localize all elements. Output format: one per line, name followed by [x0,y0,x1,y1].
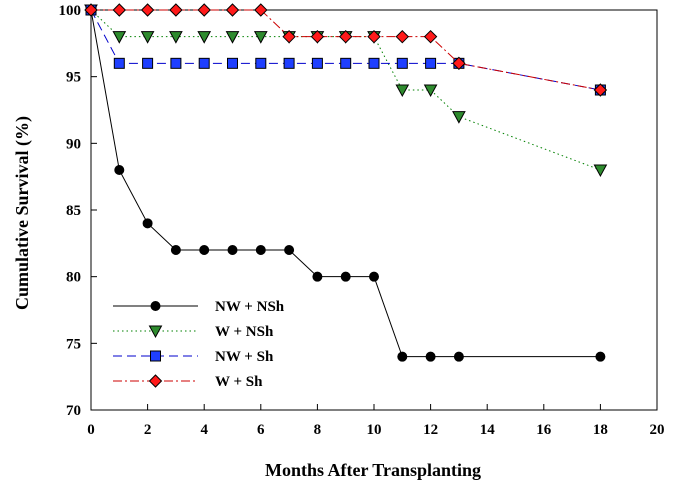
series-line [91,9,601,91]
data-point [169,3,183,17]
data-point [312,271,323,282]
data-point [338,29,353,44]
series-2 [85,4,606,96]
data-point [112,3,127,17]
series-line [90,9,601,91]
x-tick-label: 14 [480,422,496,438]
x-tick-label: 6 [257,422,265,438]
y-tick-label: 85 [66,203,81,219]
series-layer [84,3,608,362]
data-point [227,57,238,69]
data-point [396,57,408,69]
x-tick-label: 8 [314,422,322,438]
data-point [225,3,240,17]
y-tick-label: 95 [66,70,81,86]
data-point [423,84,438,98]
data-point [425,351,436,362]
x-axis-ticks: 0 2 4 6 8 10 12 14 16 18 20 [87,404,665,438]
data-point [425,57,437,69]
legend-label: W + NSh [215,324,274,340]
data-point [283,57,295,69]
y-tick-label: 90 [66,136,81,152]
series-3 [84,3,608,97]
data-point [253,31,268,44]
x-tick-label: 10 [367,422,382,438]
data-point [227,245,238,255]
y-axis-title: Cumulative Survival (%) [12,116,33,310]
data-point [255,245,266,255]
data-point [114,165,125,175]
legend-label: W + Sh [215,374,263,390]
data-point [284,245,295,255]
data-point [282,29,296,44]
data-point [142,218,153,229]
x-tick-label: 0 [87,422,95,438]
data-point [142,57,154,69]
x-tick-label: 12 [423,422,438,438]
y-tick-label: 80 [66,270,81,286]
series-line [90,9,601,171]
data-point [225,31,240,44]
data-point [452,111,466,124]
data-point [423,29,438,44]
legend-marker [148,325,163,339]
data-point [311,57,323,69]
data-point [452,56,466,71]
x-axis-title: Months After Transplanting [265,460,481,480]
x-tick-label: 4 [200,422,208,438]
legend-marker [150,350,161,362]
data-point [593,83,608,97]
plot-axes [90,9,658,411]
data-point [170,245,181,255]
x-tick-label: 2 [144,422,152,438]
legend: NW + NSh W + NSh NW + Sh W + Sh [113,299,285,390]
data-point [140,31,155,44]
data-point [340,57,352,69]
data-point [595,351,606,362]
legend-marker [148,374,163,388]
data-point [395,84,410,98]
data-point [112,31,127,44]
data-point [169,31,183,44]
data-point [368,57,380,69]
y-tick-label: 75 [66,336,81,352]
data-point [84,3,98,17]
data-point [254,3,268,17]
data-point [197,31,212,44]
data-point [397,351,408,362]
data-point [197,3,211,17]
x-tick-label: 20 [650,422,665,438]
data-point [199,245,210,255]
data-point [367,29,381,44]
data-point [340,271,351,282]
data-point [369,271,379,282]
plot-frame [90,9,658,411]
data-point [113,57,125,69]
data-point [310,29,325,44]
y-axis-ticks: 70 75 80 85 90 95 100 [59,3,97,419]
series-0 [86,5,606,362]
legend-marker [150,301,161,311]
x-tick-label: 18 [593,422,608,438]
data-point [255,57,267,69]
x-tick-label: 16 [536,422,552,438]
data-point [453,351,464,362]
legend-label: NW + NSh [215,299,285,315]
legend-label: NW + Sh [215,349,274,365]
data-point [198,57,210,69]
y-tick-label: 70 [66,403,81,419]
y-tick-label: 100 [59,3,82,19]
data-point [140,3,155,17]
data-point [395,29,410,44]
data-point [593,164,608,178]
data-point [170,57,182,69]
